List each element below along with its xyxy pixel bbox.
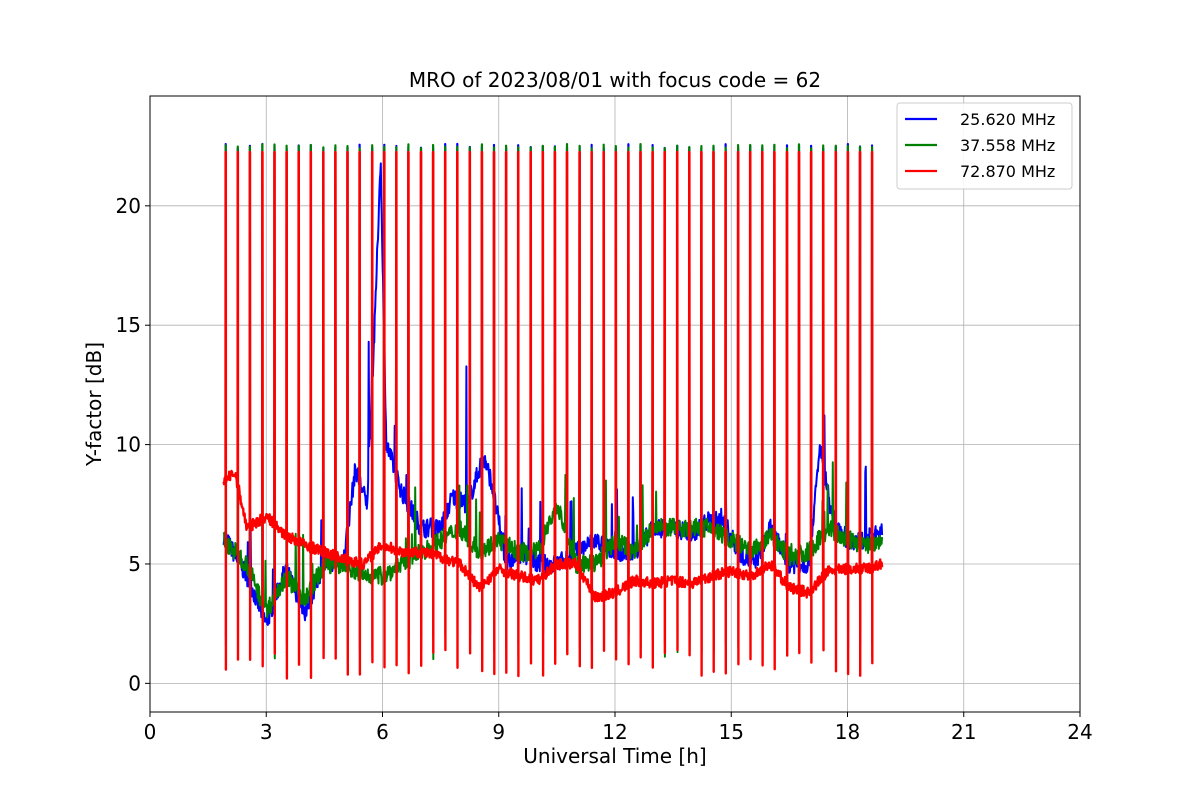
x-tick-label: 9 — [492, 720, 505, 744]
x-tick-label: 6 — [376, 720, 389, 744]
x-tick-label: 18 — [835, 720, 860, 744]
legend-label-0: 25.620 MHz — [960, 110, 1055, 129]
chart-title: MRO of 2023/08/01 with focus code = 62 — [409, 68, 821, 92]
y-tick-label: 5 — [128, 552, 141, 576]
x-tick-label: 21 — [951, 720, 976, 744]
legend-label-1: 37.558 MHz — [960, 136, 1055, 155]
series-layer — [222, 142, 884, 680]
legend-box — [896, 102, 1073, 190]
series-line-1 — [222, 143, 884, 666]
legend-label-2: 72.870 MHz — [960, 162, 1055, 181]
x-tick-label: 15 — [719, 720, 744, 744]
y-axis-label: Y-factor [dB] — [82, 342, 106, 467]
y-tick-label: 10 — [116, 433, 141, 457]
x-tick-label: 12 — [602, 720, 627, 744]
tick-layer: 0 3 6 9 12 15 18 21 24 0 5 10 15 20 — [116, 194, 1093, 744]
x-axis-label: Universal Time [h] — [523, 744, 706, 768]
legend: 25.620 MHz 37.558 MHz 72.870 MHz — [896, 102, 1073, 190]
series-line-2 — [222, 150, 884, 680]
x-tick-label: 3 — [260, 720, 273, 744]
y-tick-label: 20 — [116, 194, 141, 218]
x-tick-label: 0 — [144, 720, 157, 744]
y-tick-label: 0 — [128, 671, 141, 695]
x-tick-label: 24 — [1067, 720, 1092, 744]
y-tick-label: 15 — [116, 313, 141, 337]
